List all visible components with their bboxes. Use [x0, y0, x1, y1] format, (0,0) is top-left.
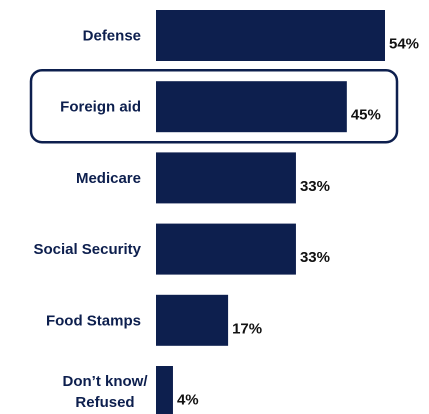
bar-foreign-aid — [156, 81, 347, 133]
bar-medicare — [156, 152, 296, 204]
category-label-defense: Defense — [83, 28, 141, 45]
category-label-medicare: Medicare — [76, 170, 141, 187]
category-label-don-t-know-refused: Don’t know/Refused — [63, 373, 149, 411]
category-label-social-security: Social Security — [33, 241, 141, 258]
value-label-foreign-aid: 45% — [351, 107, 381, 124]
category-label-foreign-aid: Foreign aid — [60, 99, 141, 116]
category-label-food-stamps: Food Stamps — [46, 312, 141, 329]
bar-food-stamps — [156, 294, 229, 346]
value-label-medicare: 33% — [300, 178, 330, 195]
highlight-box-foreign-aid — [29, 68, 399, 144]
bar-social-security — [156, 223, 296, 275]
value-label-social-security: 33% — [300, 249, 330, 266]
value-label-defense: 54% — [389, 36, 419, 53]
bar-don-t-know-refused — [156, 366, 173, 414]
bar-defense — [156, 10, 385, 61]
value-label-don-t-know-refused: 4% — [177, 392, 199, 409]
value-label-food-stamps: 17% — [232, 320, 262, 337]
